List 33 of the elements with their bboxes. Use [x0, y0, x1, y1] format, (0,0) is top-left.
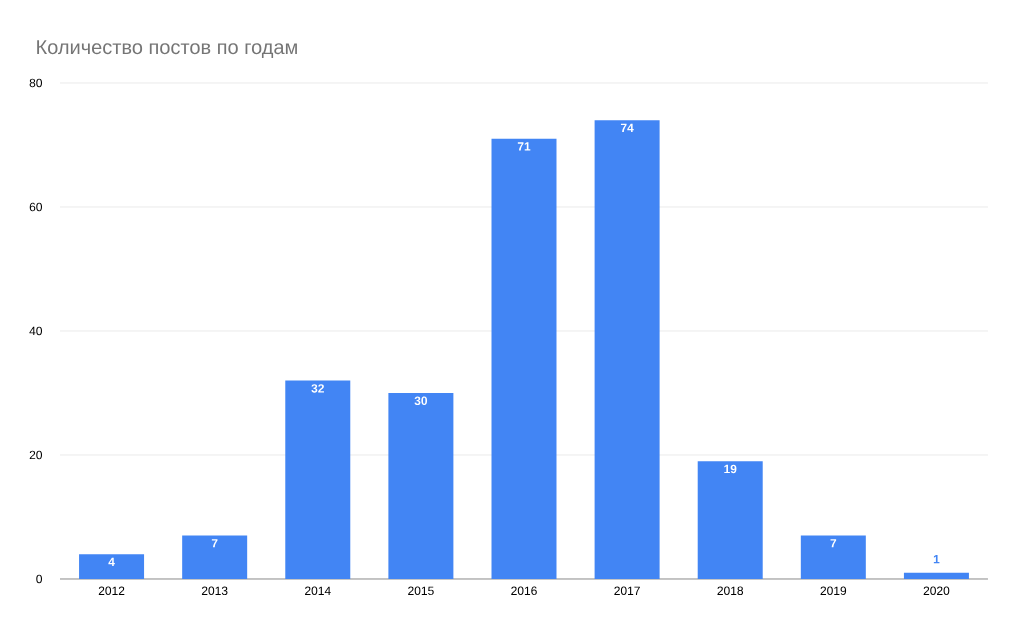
bar — [285, 380, 351, 579]
data-label: 74 — [620, 123, 634, 132]
y-tick-label: 20 — [29, 450, 43, 460]
x-tick-label: 2015 — [408, 586, 434, 596]
x-tick-label: 2016 — [511, 586, 537, 596]
bar — [903, 572, 969, 579]
x-tick-label: 2017 — [614, 586, 640, 596]
bar — [79, 554, 145, 579]
data-label: 30 — [414, 396, 428, 406]
chart-title: Количество постов по годам — [37, 40, 297, 58]
x-tick-label: 2018 — [717, 586, 744, 596]
data-label: 7 — [830, 539, 837, 548]
bar — [491, 138, 557, 579]
bar — [182, 535, 248, 579]
x-tick-label: 2014 — [305, 586, 331, 596]
y-tick-label: 60 — [29, 202, 43, 212]
bar — [594, 120, 660, 579]
bar — [388, 392, 454, 579]
data-label: 4 — [108, 557, 115, 566]
data-label: 7 — [211, 539, 218, 548]
x-tick-label: 2019 — [820, 586, 847, 596]
data-label: 19 — [724, 464, 737, 474]
bar — [800, 535, 866, 579]
x-tick-label: 2020 — [923, 586, 950, 596]
y-tick-label: 80 — [29, 78, 43, 88]
y-tick-label: 0 — [36, 574, 43, 584]
data-label: 32 — [311, 384, 324, 393]
bar — [697, 461, 763, 579]
x-tick-label: 2012 — [98, 586, 125, 596]
data-label: 71 — [517, 142, 531, 151]
x-tick-label: 2013 — [201, 586, 228, 596]
y-tick-label: 40 — [29, 326, 43, 336]
data-label: 1 — [933, 555, 940, 564]
